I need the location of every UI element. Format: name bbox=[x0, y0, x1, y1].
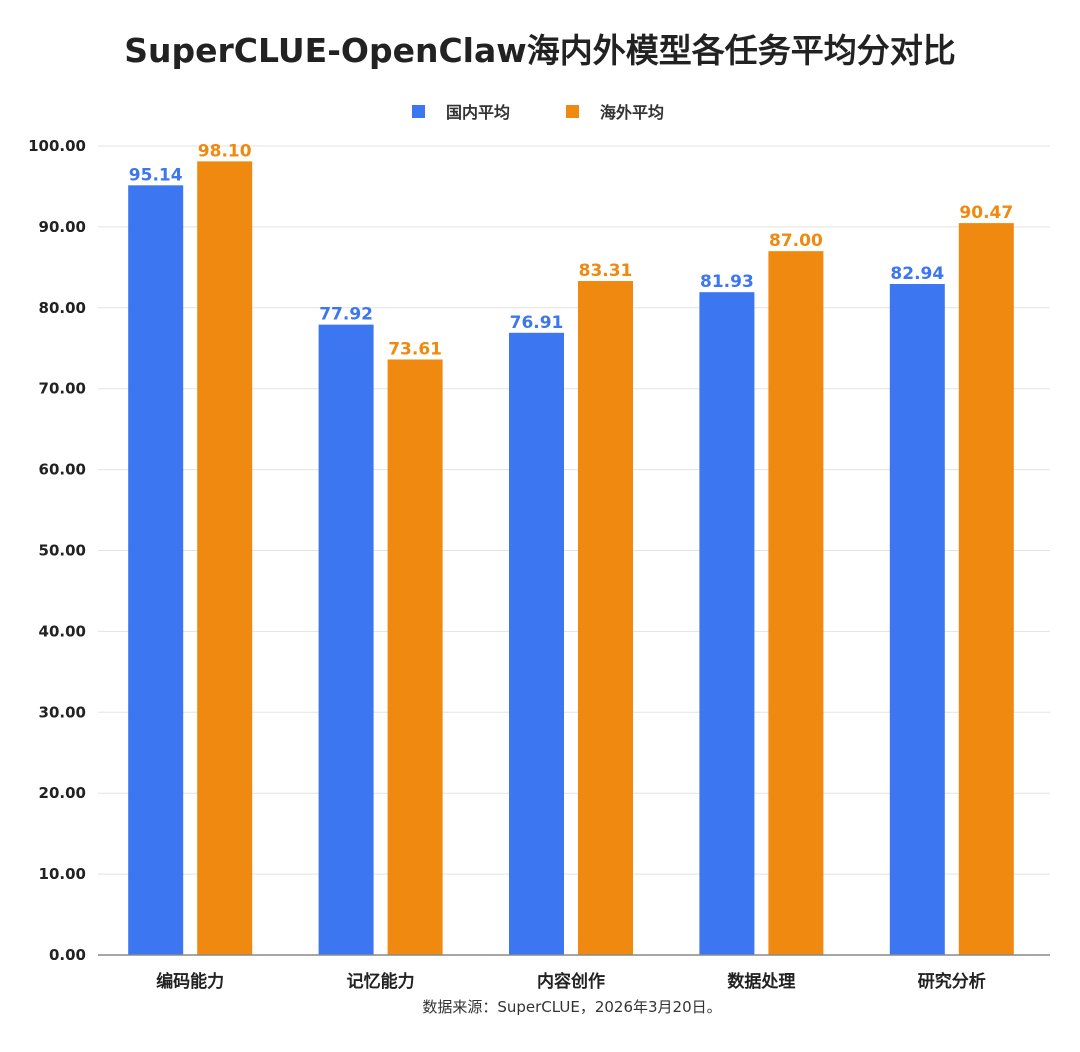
bar bbox=[387, 359, 443, 955]
bar bbox=[128, 185, 184, 956]
bar-value-label: 76.91 bbox=[510, 313, 564, 333]
y-tick-label: 60.00 bbox=[39, 461, 86, 479]
y-tick-label: 0.00 bbox=[49, 946, 86, 964]
bar bbox=[197, 161, 253, 956]
bar bbox=[889, 284, 945, 956]
bar bbox=[958, 223, 1014, 955]
chart-title: SuperCLUE-OpenClaw海内外模型各任务平均分对比 bbox=[124, 31, 955, 70]
bar-value-label: 81.93 bbox=[700, 272, 754, 292]
x-tick-label: 记忆能力 bbox=[347, 971, 415, 992]
legend-label: 海外平均 bbox=[600, 103, 664, 122]
y-tick-label: 70.00 bbox=[39, 380, 86, 398]
source-note: 数据来源：SuperCLUE，2026年3月20日。 bbox=[422, 998, 721, 1016]
legend-swatch bbox=[566, 105, 579, 118]
x-tick-label: 编码能力 bbox=[156, 971, 224, 992]
bar bbox=[699, 292, 755, 956]
bar-value-label: 98.10 bbox=[198, 141, 252, 161]
y-tick-label: 100.00 bbox=[28, 137, 86, 155]
bar-value-label: 77.92 bbox=[319, 305, 373, 325]
y-axis: 0.00 10.00 20.00 30.00 40.00 50.00 60.00 70.00 8… bbox=[28, 137, 86, 964]
x-tick-label: 研究分析 bbox=[918, 971, 986, 992]
bar-value-label: 73.61 bbox=[388, 339, 442, 359]
bar-value-label: 83.31 bbox=[579, 261, 633, 281]
legend-label: 国内平均 bbox=[446, 103, 510, 122]
x-tick-label: 数据处理 bbox=[727, 971, 795, 992]
bar bbox=[578, 281, 633, 955]
bar bbox=[509, 332, 564, 955]
bar-value-label: 95.14 bbox=[129, 165, 183, 185]
bar bbox=[318, 324, 374, 955]
y-tick-label: 40.00 bbox=[39, 622, 86, 640]
y-tick-label: 90.00 bbox=[39, 218, 86, 236]
legend: 国内平均 海外平均 bbox=[412, 103, 664, 122]
y-tick-label: 30.00 bbox=[39, 703, 86, 721]
y-tick-label: 50.00 bbox=[39, 542, 86, 560]
bars: 95.14 98.10 77.92 73.61 76.91 83.31 81.93 87.00… bbox=[128, 141, 1014, 956]
y-tick-label: 20.00 bbox=[39, 784, 86, 802]
bar-value-label: 82.94 bbox=[890, 264, 944, 284]
grid-lines bbox=[98, 145, 1050, 875]
x-tick-label: 内容创作 bbox=[537, 971, 605, 992]
y-tick-label: 10.00 bbox=[39, 865, 86, 883]
bar-value-label: 90.47 bbox=[959, 203, 1013, 223]
x-axis: 编码能力 记忆能力 内容创作 数据处理 研究分析 bbox=[98, 954, 1050, 992]
bar bbox=[768, 251, 824, 956]
bar-value-label: 87.00 bbox=[769, 231, 823, 251]
y-tick-label: 80.00 bbox=[39, 299, 86, 317]
legend-swatch bbox=[412, 105, 425, 118]
